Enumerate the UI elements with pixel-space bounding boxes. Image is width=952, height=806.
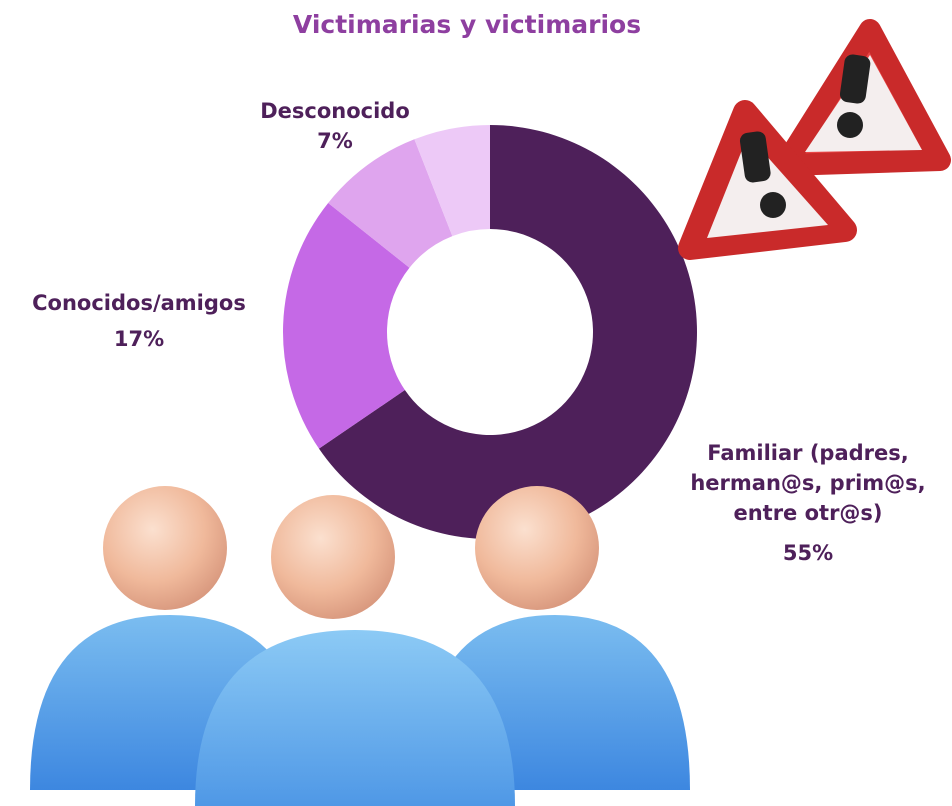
people-illustration bbox=[30, 486, 690, 806]
donut-slice bbox=[318, 125, 697, 539]
warning-illustration bbox=[678, 19, 951, 260]
slice-label: Familiar (padres, herman@s, prim@s, entr… bbox=[690, 441, 926, 525]
donut-slice bbox=[414, 125, 490, 237]
chart-title: Victimarias y victimarios bbox=[292, 10, 642, 39]
donut bbox=[283, 125, 697, 539]
slice-label: Conocidos/amigos bbox=[32, 291, 246, 315]
donut-slice bbox=[328, 139, 453, 268]
value-label: 17% bbox=[113, 327, 165, 351]
donut-slice bbox=[283, 202, 410, 449]
value-label: 7% bbox=[317, 129, 353, 153]
value-label: 55% bbox=[782, 541, 834, 565]
slice-label: Desconocido bbox=[260, 99, 410, 123]
